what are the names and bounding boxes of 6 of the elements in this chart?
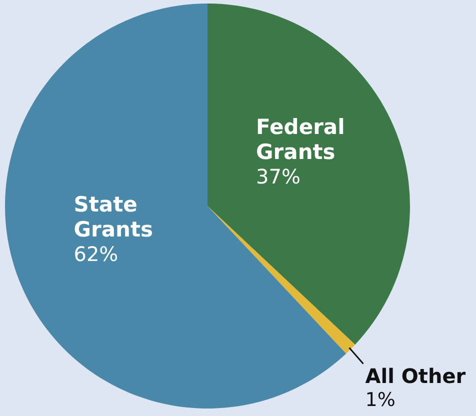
data-label: 1%	[365, 389, 396, 412]
data-label: 62%	[74, 242, 118, 266]
slice-label: State Grants	[74, 192, 153, 242]
slice-label: Federal Grants	[256, 115, 345, 164]
data-label: 37%	[256, 164, 301, 188]
slice-label: All Other	[365, 364, 466, 388]
